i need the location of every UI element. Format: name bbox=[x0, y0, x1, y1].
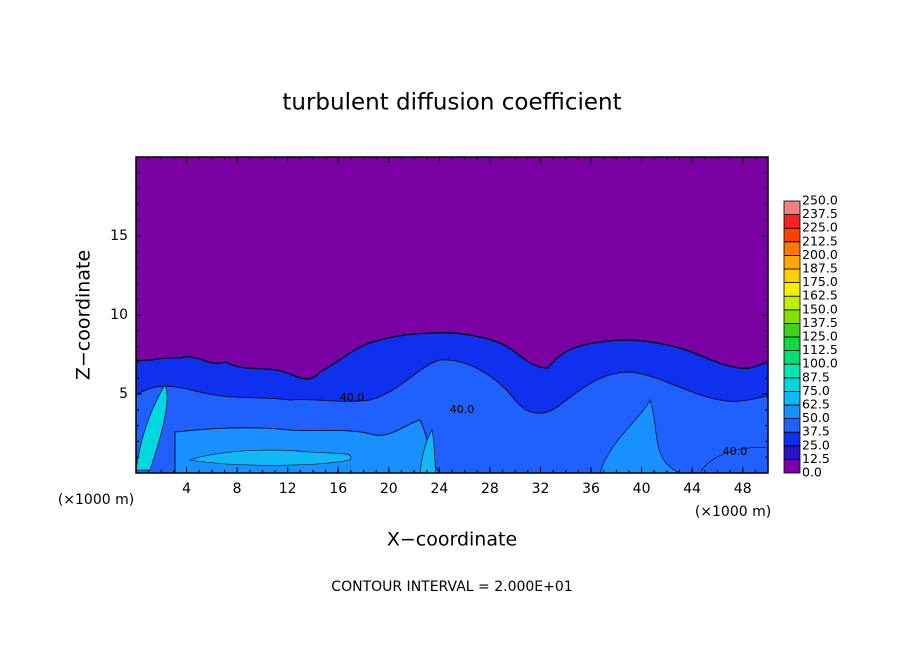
colorbar-label: 75.0 bbox=[802, 383, 830, 398]
field-region bbox=[419, 429, 437, 473]
y-tick-label: 5 bbox=[119, 386, 128, 402]
colorbar-band bbox=[783, 377, 801, 392]
field-region bbox=[136, 384, 168, 471]
colorbar-label: 150.0 bbox=[802, 301, 838, 316]
colorbar-band bbox=[783, 458, 801, 474]
x-tick-label: 12 bbox=[279, 481, 297, 497]
colorbar-band bbox=[783, 404, 801, 420]
colorbar-label: 175.0 bbox=[802, 274, 838, 289]
y-axis-label: Z−coordinate bbox=[73, 250, 95, 380]
colorbar-band bbox=[783, 431, 801, 447]
colorbar-band bbox=[783, 282, 801, 297]
y-tick-label: 10 bbox=[110, 307, 128, 323]
colorbar-label: 0.0 bbox=[802, 465, 822, 480]
colorbar-band bbox=[783, 390, 801, 406]
x-tick-label: 16 bbox=[329, 481, 347, 497]
colorbar-band bbox=[783, 268, 801, 284]
colorbar-label: 162.5 bbox=[802, 288, 838, 303]
colorbar-label: 100.0 bbox=[802, 356, 838, 371]
x-tick-label: 4 bbox=[182, 481, 191, 497]
colorbar-label: 25.0 bbox=[802, 437, 830, 452]
colorbar-band bbox=[783, 418, 801, 433]
colorbar-band bbox=[783, 350, 801, 365]
colorbar-label: 137.5 bbox=[802, 315, 838, 330]
colorbar-band bbox=[783, 254, 801, 270]
colorbar-label: 50.0 bbox=[802, 410, 830, 425]
contour-label: 40.0 bbox=[723, 445, 748, 458]
x-axis-label: X−coordinate bbox=[387, 529, 517, 551]
chart-title: turbulent diffusion coefficient bbox=[282, 90, 621, 116]
colorbar-label: 125.0 bbox=[802, 329, 838, 344]
x-tick-label: 28 bbox=[481, 481, 499, 497]
colorbar-label: 62.5 bbox=[802, 397, 830, 412]
colorbar-label: 112.5 bbox=[802, 342, 838, 357]
x-tick-label: 8 bbox=[233, 481, 242, 497]
x-tick-label: 44 bbox=[683, 481, 701, 497]
colorbar-label: 212.5 bbox=[802, 233, 838, 248]
contour-field bbox=[136, 157, 768, 473]
x-unit-label: (×1000 m) bbox=[58, 492, 134, 508]
x-tick-label: 24 bbox=[430, 481, 448, 497]
colorbar-label: 187.5 bbox=[802, 261, 838, 276]
colorbar-band bbox=[783, 295, 801, 311]
field-region bbox=[189, 449, 352, 466]
contour-label: 40.0 bbox=[340, 391, 365, 404]
colorbar-label: 200.0 bbox=[802, 247, 838, 262]
colorbar-label: 237.5 bbox=[802, 206, 838, 221]
colorbar-band bbox=[783, 309, 801, 324]
x-tick-label: 32 bbox=[532, 481, 550, 497]
contour-label: 40.0 bbox=[450, 403, 475, 416]
colorbar-label: 250.0 bbox=[802, 193, 838, 208]
y-tick-label: 15 bbox=[110, 228, 128, 244]
colorbar-label: 37.5 bbox=[802, 424, 830, 439]
x-tick-label: 40 bbox=[633, 481, 651, 497]
colorbar-band bbox=[783, 200, 801, 216]
colorbar-band bbox=[783, 322, 801, 338]
colorbar-band bbox=[783, 227, 801, 243]
colorbar-band bbox=[783, 241, 801, 256]
field-region bbox=[599, 399, 681, 473]
colorbar-label: 225.0 bbox=[802, 220, 838, 235]
colorbar-band bbox=[783, 363, 801, 379]
annotation: CONTOUR INTERVAL = 2.000E+01 bbox=[331, 579, 572, 595]
x-tick-label: 20 bbox=[380, 481, 398, 497]
colorbar-band bbox=[783, 336, 801, 352]
colorbar-band bbox=[783, 445, 801, 460]
colorbar-band bbox=[783, 214, 801, 229]
colorbar-label: 87.5 bbox=[802, 369, 830, 384]
x-tick-label: 48 bbox=[734, 481, 752, 497]
x-tick-label: 36 bbox=[582, 481, 600, 497]
x-unit-label: (×1000 m) bbox=[695, 504, 771, 520]
colorbar-label: 12.5 bbox=[802, 451, 830, 466]
